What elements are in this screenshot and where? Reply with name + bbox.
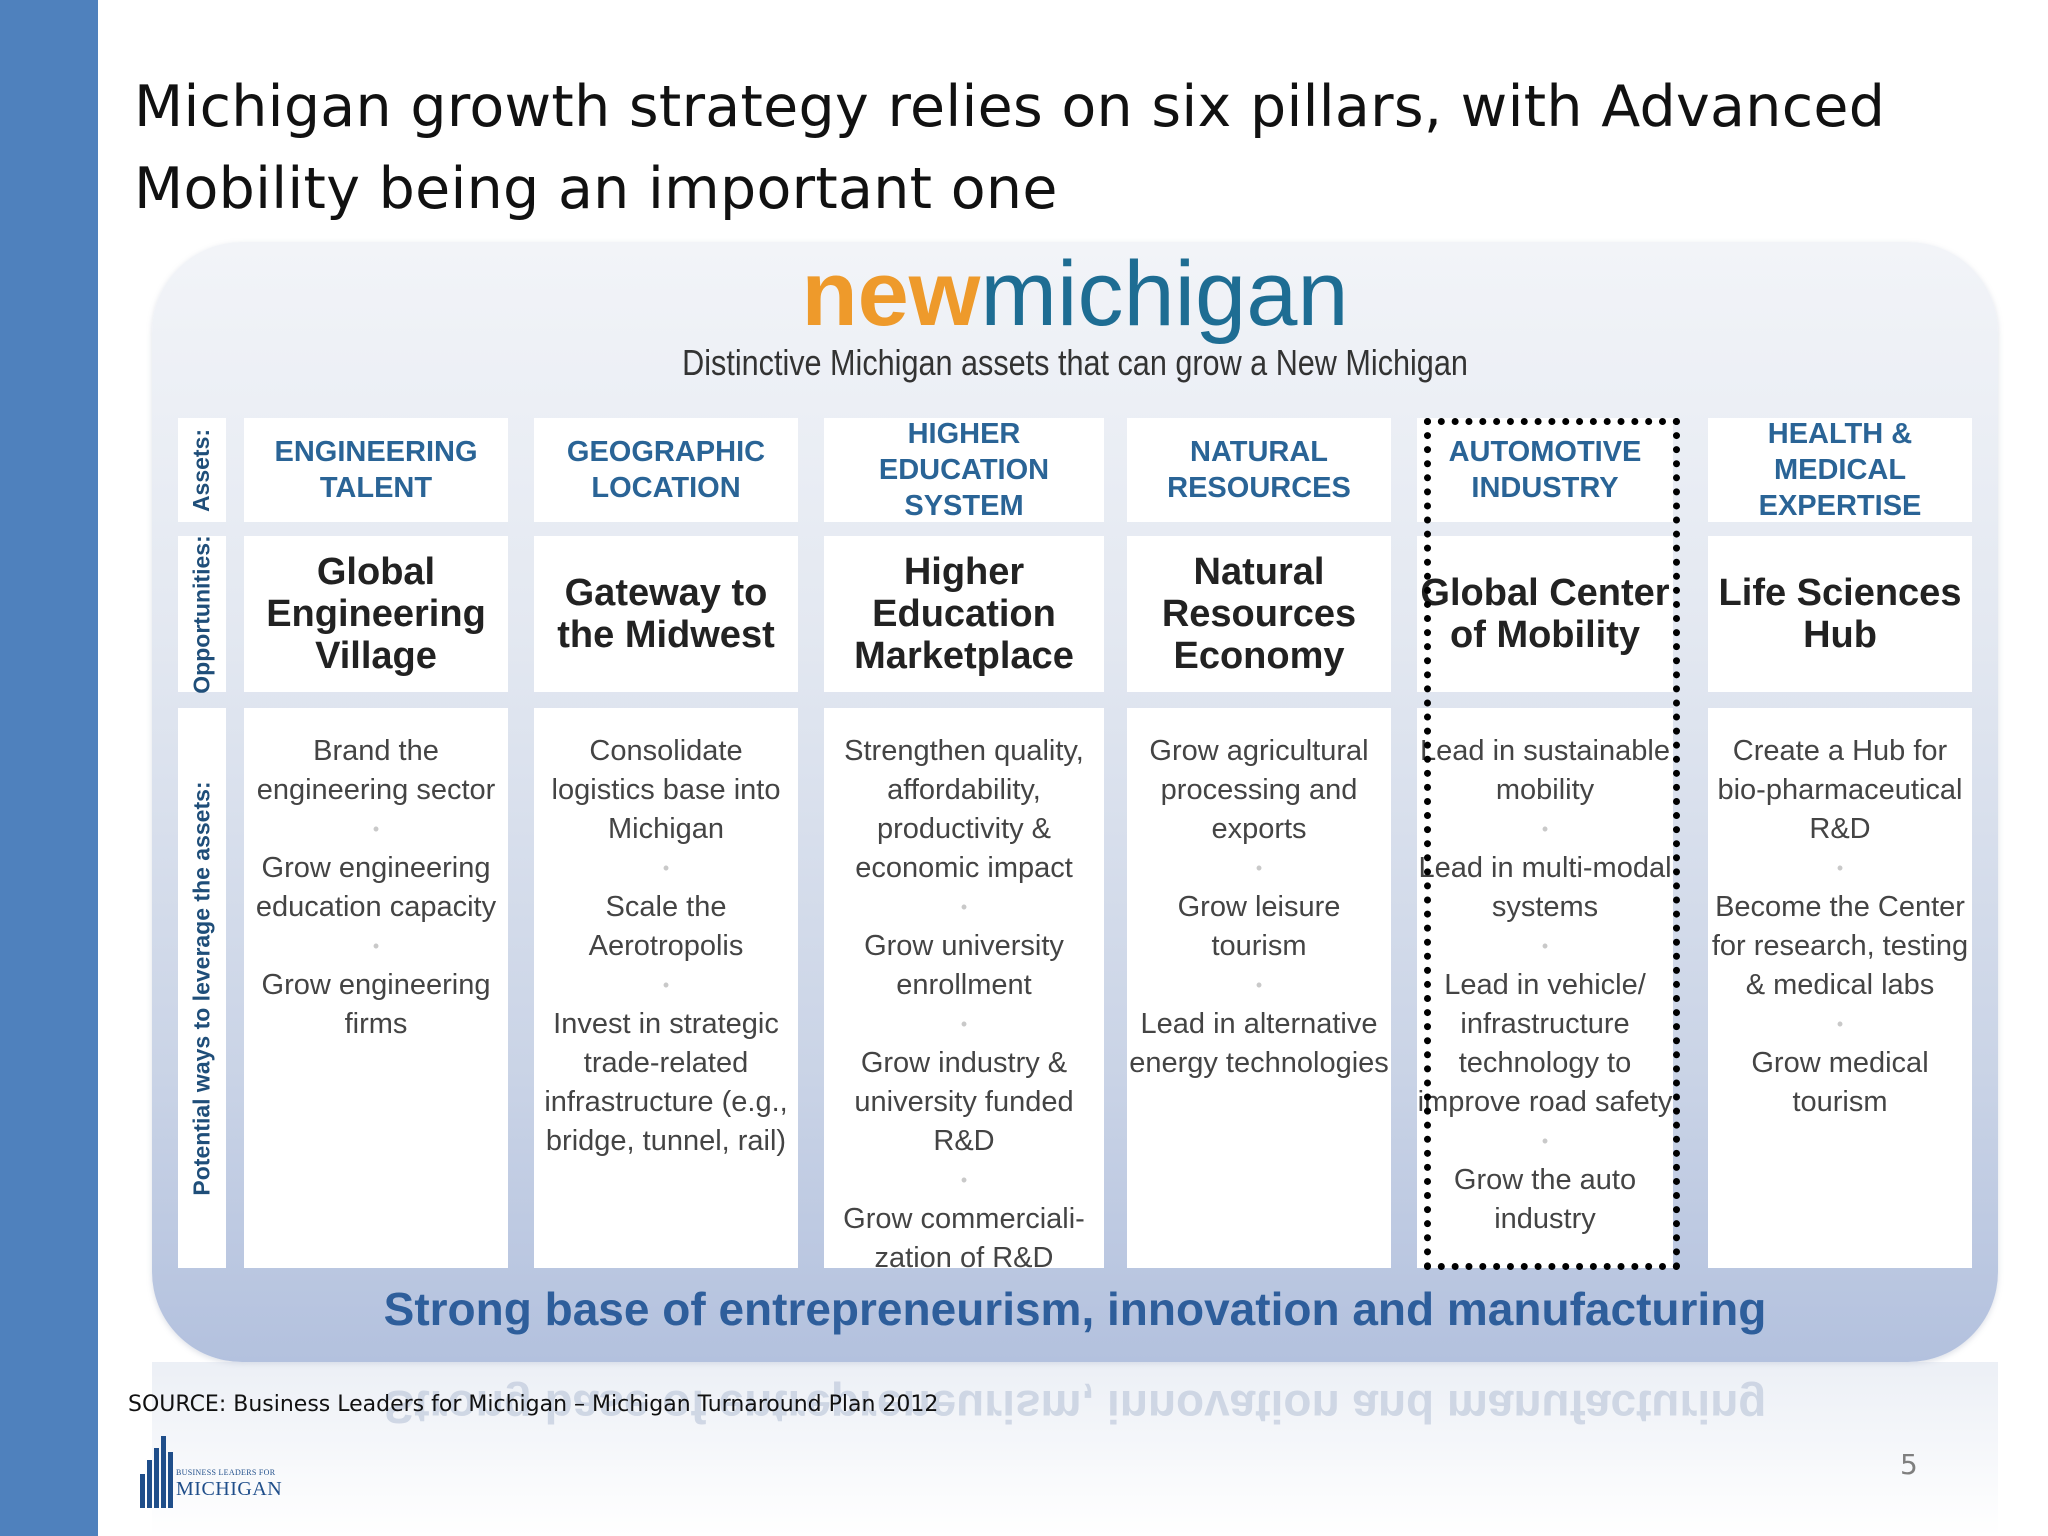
pillar-way-item: Grow industry & university funded R&D: [854, 1047, 1074, 1157]
pillar-asset: HEALTH & MEDICAL EXPERTISE: [1708, 418, 1972, 522]
pillar-opportunity: Life Sciences Hub: [1708, 536, 1972, 692]
bullet-dot: •: [960, 897, 968, 917]
row-label-assets: Assets:: [178, 418, 226, 522]
pillar-opportunity: Natural Resources Economy: [1127, 536, 1391, 692]
pillar-way-item: Grow university enrollment: [864, 930, 1064, 1001]
bottom-band: Strong base of entrepreneurism, innovati…: [383, 1283, 1767, 1335]
bullet-dot: •: [372, 819, 380, 839]
pillar-opportunity: Gateway to the Midwest: [534, 536, 798, 692]
pillar-way-item: Consolidate logistics base into Michigan: [551, 735, 781, 845]
automotive-highlight-box: [1424, 418, 1680, 1270]
pillar-ways: Create a Hub for bio-pharmaceutical R&D •…: [1708, 708, 1972, 1268]
logo-big-text: MICHIGAN: [176, 1478, 283, 1500]
bullet-dot: •: [1541, 819, 1549, 839]
pillar-asset: ENGINEERING TALENT: [244, 418, 508, 522]
logo-small-text: BUSINESS LEADERS FOR: [176, 1468, 276, 1477]
pillar-way-item: Grow commerciali-zation of R&D: [843, 1203, 1085, 1274]
pillar-way-item: Lead in multi-modal systems: [1418, 852, 1672, 923]
logo-bars-icon: [140, 1436, 174, 1508]
bullet-dot: •: [662, 858, 670, 878]
bullet-dot: •: [1541, 936, 1549, 956]
pillar-way-item: Grow medical tourism: [1751, 1047, 1929, 1118]
pillar-way-item: Lead in alternative energy technologies: [1129, 1008, 1389, 1079]
pillar-way-item: Grow the auto industry: [1453, 1164, 1637, 1235]
pillar-way-item: Grow agricultural processing and exports: [1149, 735, 1369, 845]
pillar-way-item: Grow engineering education capacity: [255, 852, 497, 923]
pillar-way-item: Create a Hub for bio-pharmaceutical R&D: [1717, 735, 1963, 845]
pillar-way-item: Strengthen quality, affordability, produ…: [844, 735, 1084, 884]
row-label-ways-text: Potential ways to leverage the assets:: [188, 780, 215, 1196]
pillar-way-item: Invest in strategic trade-related infras…: [544, 1008, 788, 1157]
pillar-ways: Consolidate logistics base into Michigan…: [534, 708, 798, 1268]
source-note: SOURCE: Business Leaders for Michigan – …: [128, 1392, 939, 1417]
wordmark-new: new: [801, 243, 981, 345]
slide-title: Michigan growth strategy relies on six p…: [134, 74, 1886, 222]
bullet-dot: •: [960, 1170, 968, 1190]
bullet-dot: •: [662, 975, 670, 995]
pillar-opportunity: Global Engineering Village: [244, 536, 508, 692]
bullet-dot: •: [1836, 1014, 1844, 1034]
bullet-dot: •: [1541, 1131, 1549, 1151]
pillar-way-item: Scale the Aerotropolis: [588, 891, 744, 962]
left-accent-bar: [0, 0, 98, 1536]
pillar-way-item: Become the Center for research, testing …: [1711, 891, 1969, 1001]
row-label-opportunities: Opportunities:: [178, 534, 226, 694]
pillar-ways: Lead in sustainable mobility • Lead in mul…: [1417, 708, 1673, 1268]
pillar-way-item: Grow leisure tourism: [1177, 891, 1341, 962]
row-label-ways: Potential ways to leverage the assets:: [178, 708, 226, 1268]
bullet-dot: •: [1255, 858, 1263, 878]
pillar-asset: GEOGRAPHIC LOCATION: [534, 418, 798, 522]
pillar-asset: HIGHER EDUCATION SYSTEM: [824, 418, 1104, 522]
pillar-ways: Brand the engineering sector • Grow engine…: [244, 708, 508, 1268]
pillar-way-item: Brand the engineering sector: [256, 735, 496, 806]
bullet-dot: •: [1255, 975, 1263, 995]
bullet-dot: •: [960, 1014, 968, 1034]
newmichigan-wordmark: newmichigan: [152, 242, 1998, 347]
pillar-opportunity: Higher Education Marketplace: [824, 536, 1104, 692]
row-label-opportunities-text: Opportunities:: [188, 534, 215, 694]
pillar-ways: Strengthen quality, affordability, produ…: [824, 708, 1104, 1274]
pillar-opportunity: Global Center of Mobility: [1417, 536, 1673, 692]
bullet-dot: •: [1836, 858, 1844, 878]
row-label-assets-text: Assets:: [188, 428, 215, 512]
new-michigan-graphic: newmichigan Distinctive Michigan assets …: [152, 242, 1998, 1362]
pillar-ways: Grow agricultural processing and exports…: [1127, 708, 1391, 1268]
pillar-way-item: Grow engineering firms: [261, 969, 491, 1040]
pillar-asset: NATURAL RESOURCES: [1127, 418, 1391, 522]
page-number: 5: [1900, 1448, 1918, 1481]
bullet-dot: •: [372, 936, 380, 956]
pillar-way-item: Lead in sustainable mobility: [1420, 735, 1670, 806]
pillar-way-item: Lead in vehicle/ infrastructure technolo…: [1417, 969, 1673, 1118]
graphic-reflection: Strong base of entrepreneurism, innovati…: [152, 1362, 1998, 1536]
business-leaders-logo: BUSINESS LEADERS FOR MICHIGAN: [140, 1426, 300, 1508]
pillar-asset: AUTOMOTIVE INDUSTRY: [1417, 418, 1673, 522]
wordmark-michigan: michigan: [980, 243, 1349, 345]
graphic-tagline: Distinctive Michigan assets that can gro…: [682, 342, 1468, 383]
